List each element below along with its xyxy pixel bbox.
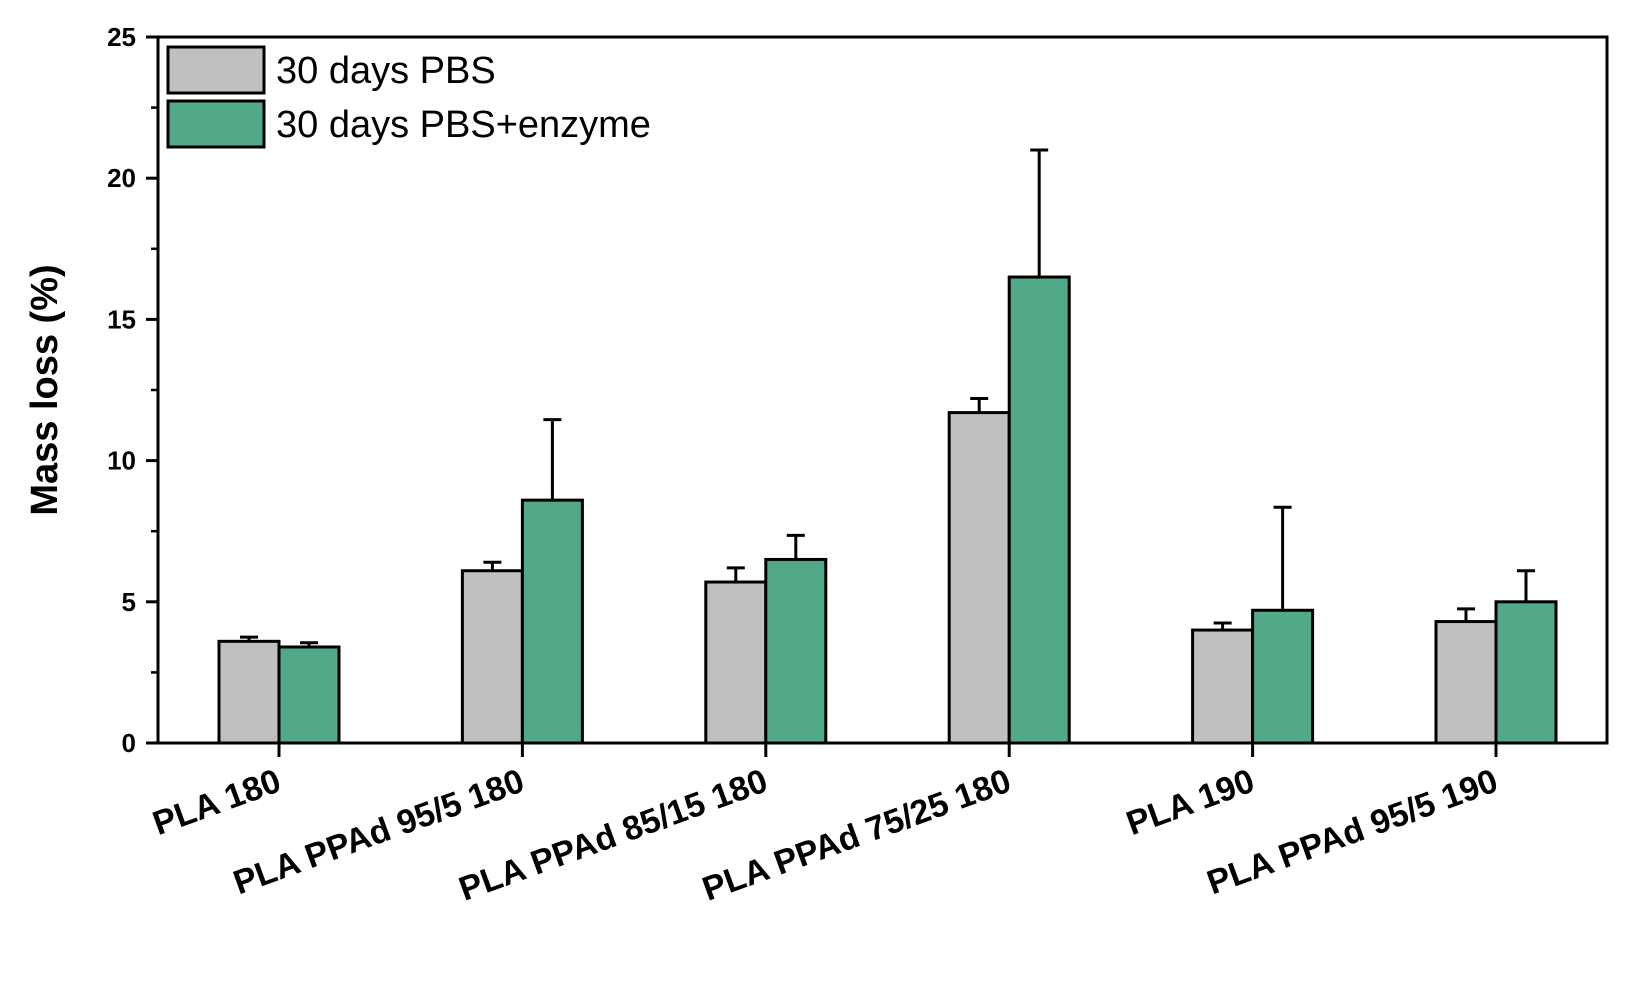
y-axis-title: Mass loss (%) <box>24 264 66 515</box>
bar-30-days-pbs-pla-ppad-95-5-180 <box>460 569 524 745</box>
legend: 30 days PBS 30 days PBS+enzyme <box>166 45 651 149</box>
bar-30-days-pbs-pla-ppad-95-5-190 <box>1434 620 1498 745</box>
bar-30-days-pbs-enzyme-pla-ppad-75-25-180 <box>1007 275 1071 745</box>
error-bar-30-days-pbs-pla-ppad-95-5-190 <box>1457 607 1475 622</box>
bar-30-days-pbs-pla-ppad-75-25-180 <box>947 411 1011 745</box>
bar-30-days-pbs-enzyme-pla-190 <box>1251 608 1315 745</box>
error-bar-30-days-pbs-pla-ppad-85-15-180 <box>726 566 745 583</box>
bar-30-days-pbs-enzyme-pla-ppad-85-15-180 <box>764 557 828 745</box>
legend-swatch <box>166 99 266 149</box>
y-tick-label: 15 <box>107 304 136 334</box>
error-bar-30-days-pbs-pla-ppad-95-5-180 <box>483 560 502 571</box>
legend-item-30-days-pbs-enzyme: 30 days PBS+enzyme <box>166 99 651 149</box>
error-bars-layer <box>240 148 1535 647</box>
x-tick-label-pla-180: PLA 180 <box>148 762 286 843</box>
error-bar-30-days-pbs-pla-180 <box>240 635 258 642</box>
bar-30-days-pbs-enzyme-pla-ppad-95-5-190 <box>1494 600 1558 745</box>
bar-30-days-pbs-enzyme-pla-ppad-95-5-180 <box>520 498 584 745</box>
bar-30-days-pbs-pla-ppad-85-15-180 <box>704 580 768 745</box>
bars-layer <box>217 275 1558 745</box>
error-bar-30-days-pbs-enzyme-pla-ppad-85-15-180 <box>786 533 805 560</box>
y-tick-label: 20 <box>107 163 136 193</box>
error-bar-30-days-pbs-enzyme-pla-190 <box>1273 505 1292 611</box>
error-bar-30-days-pbs-enzyme-pla-ppad-95-5-190 <box>1517 569 1535 602</box>
error-bar-30-days-pbs-enzyme-pla-ppad-75-25-180 <box>1030 148 1049 278</box>
error-bar-30-days-pbs-enzyme-pla-ppad-95-5-180 <box>543 418 562 501</box>
x-tick-label-pla-190: PLA 190 <box>1121 762 1259 843</box>
y-tick-label: 0 <box>122 728 136 758</box>
error-bar-30-days-pbs-pla-190 <box>1213 621 1232 631</box>
legend-label: 30 days PBS <box>276 50 496 92</box>
bar-30-days-pbs-enzyme-pla-180 <box>277 645 341 745</box>
y-tick-label: 5 <box>122 587 136 617</box>
legend-item-30-days-pbs: 30 days PBS <box>166 45 496 95</box>
y-tick-label: 25 <box>107 22 136 52</box>
error-bar-30-days-pbs-enzyme-pla-180 <box>300 641 318 647</box>
legend-swatch <box>166 45 266 95</box>
legend-label: 30 days PBS+enzyme <box>276 104 651 146</box>
y-axis: 0 5 10 15 20 25 <box>107 22 158 758</box>
bar-30-days-pbs-pla-180 <box>217 639 281 745</box>
bar-30-days-pbs-pla-190 <box>1191 628 1255 745</box>
y-tick-label: 10 <box>107 446 136 476</box>
error-bar-30-days-pbs-pla-ppad-75-25-180 <box>970 396 989 413</box>
